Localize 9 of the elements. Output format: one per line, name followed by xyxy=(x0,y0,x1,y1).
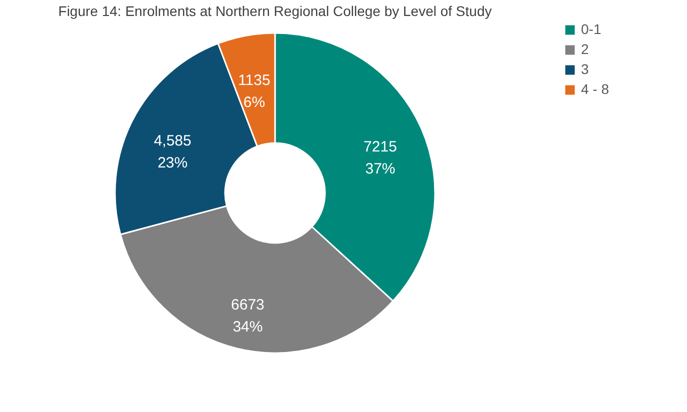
data-label: 1135 6% xyxy=(238,72,270,111)
chart-title: Figure 14: Enrolments at Northern Regional College by Level of Study xyxy=(58,3,492,19)
legend-label: 4 - 8 xyxy=(581,81,610,97)
data-label: 6673 34% xyxy=(231,296,264,336)
data-label: 7215 37% xyxy=(364,138,397,178)
legend-label: 3 xyxy=(581,61,589,77)
legend-label: 2 xyxy=(581,41,589,57)
data-label: 4,585 23% xyxy=(154,132,192,172)
legend-label: 0-1 xyxy=(581,21,602,37)
